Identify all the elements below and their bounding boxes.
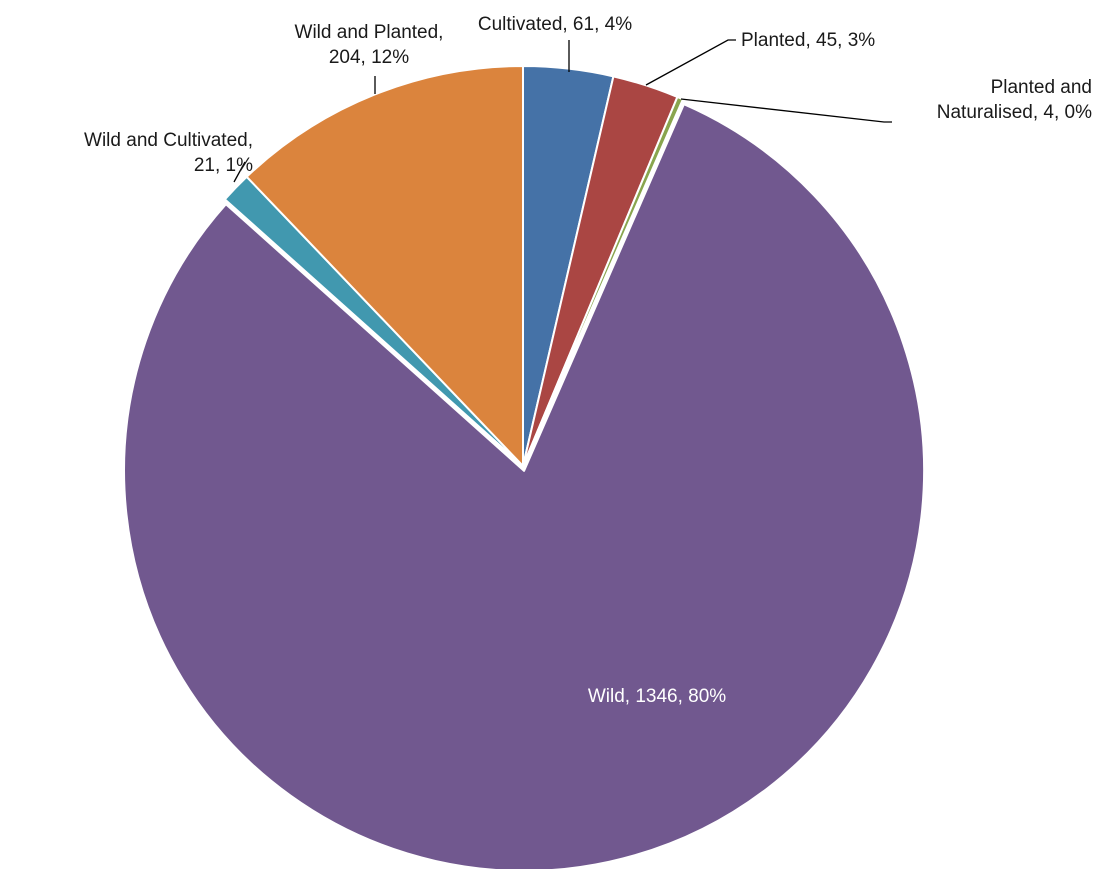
data-label-planted-and-naturalised: Planted and Naturalised, 4, 0% <box>937 77 1092 123</box>
data-label-line: Naturalised, 4, 0% <box>937 102 1092 123</box>
leader-line-wild-and-cultivated <box>233 161 246 183</box>
data-label-line: Cultivated, 61, 4% <box>478 14 632 35</box>
data-label-wild-and-cultivated: Wild and Cultivated, 21, 1% <box>84 130 253 176</box>
slices-layer <box>123 65 926 869</box>
data-label-line: Wild, 1346, 80% <box>588 686 726 707</box>
leader-lines-layer <box>233 39 892 183</box>
data-label-line: 21, 1% <box>194 155 253 176</box>
leader-line-planted-and-naturalised <box>680 98 892 123</box>
data-label-line: Planted, 45, 3% <box>741 30 875 51</box>
pie-slice-wild-and-planted <box>245 65 524 467</box>
pie-slice-wild <box>123 103 926 869</box>
data-label-wild-and-planted: Wild and Planted, 204, 12% <box>295 22 444 68</box>
data-label-line: Wild and Cultivated, <box>84 130 253 151</box>
data-label-line: 204, 12% <box>329 47 409 68</box>
labels-layer: Cultivated, 61, 4% Planted, 45, 3% Planted… <box>84 14 1092 707</box>
data-label-planted: Planted, 45, 3% <box>741 30 875 51</box>
data-label-cultivated: Cultivated, 61, 4% <box>478 14 632 35</box>
data-label-line: Planted and <box>991 77 1092 98</box>
data-label-wild: Wild, 1346, 80% <box>588 686 726 707</box>
data-label-line: Wild and Planted, <box>295 22 444 43</box>
leader-line-planted <box>645 39 736 86</box>
